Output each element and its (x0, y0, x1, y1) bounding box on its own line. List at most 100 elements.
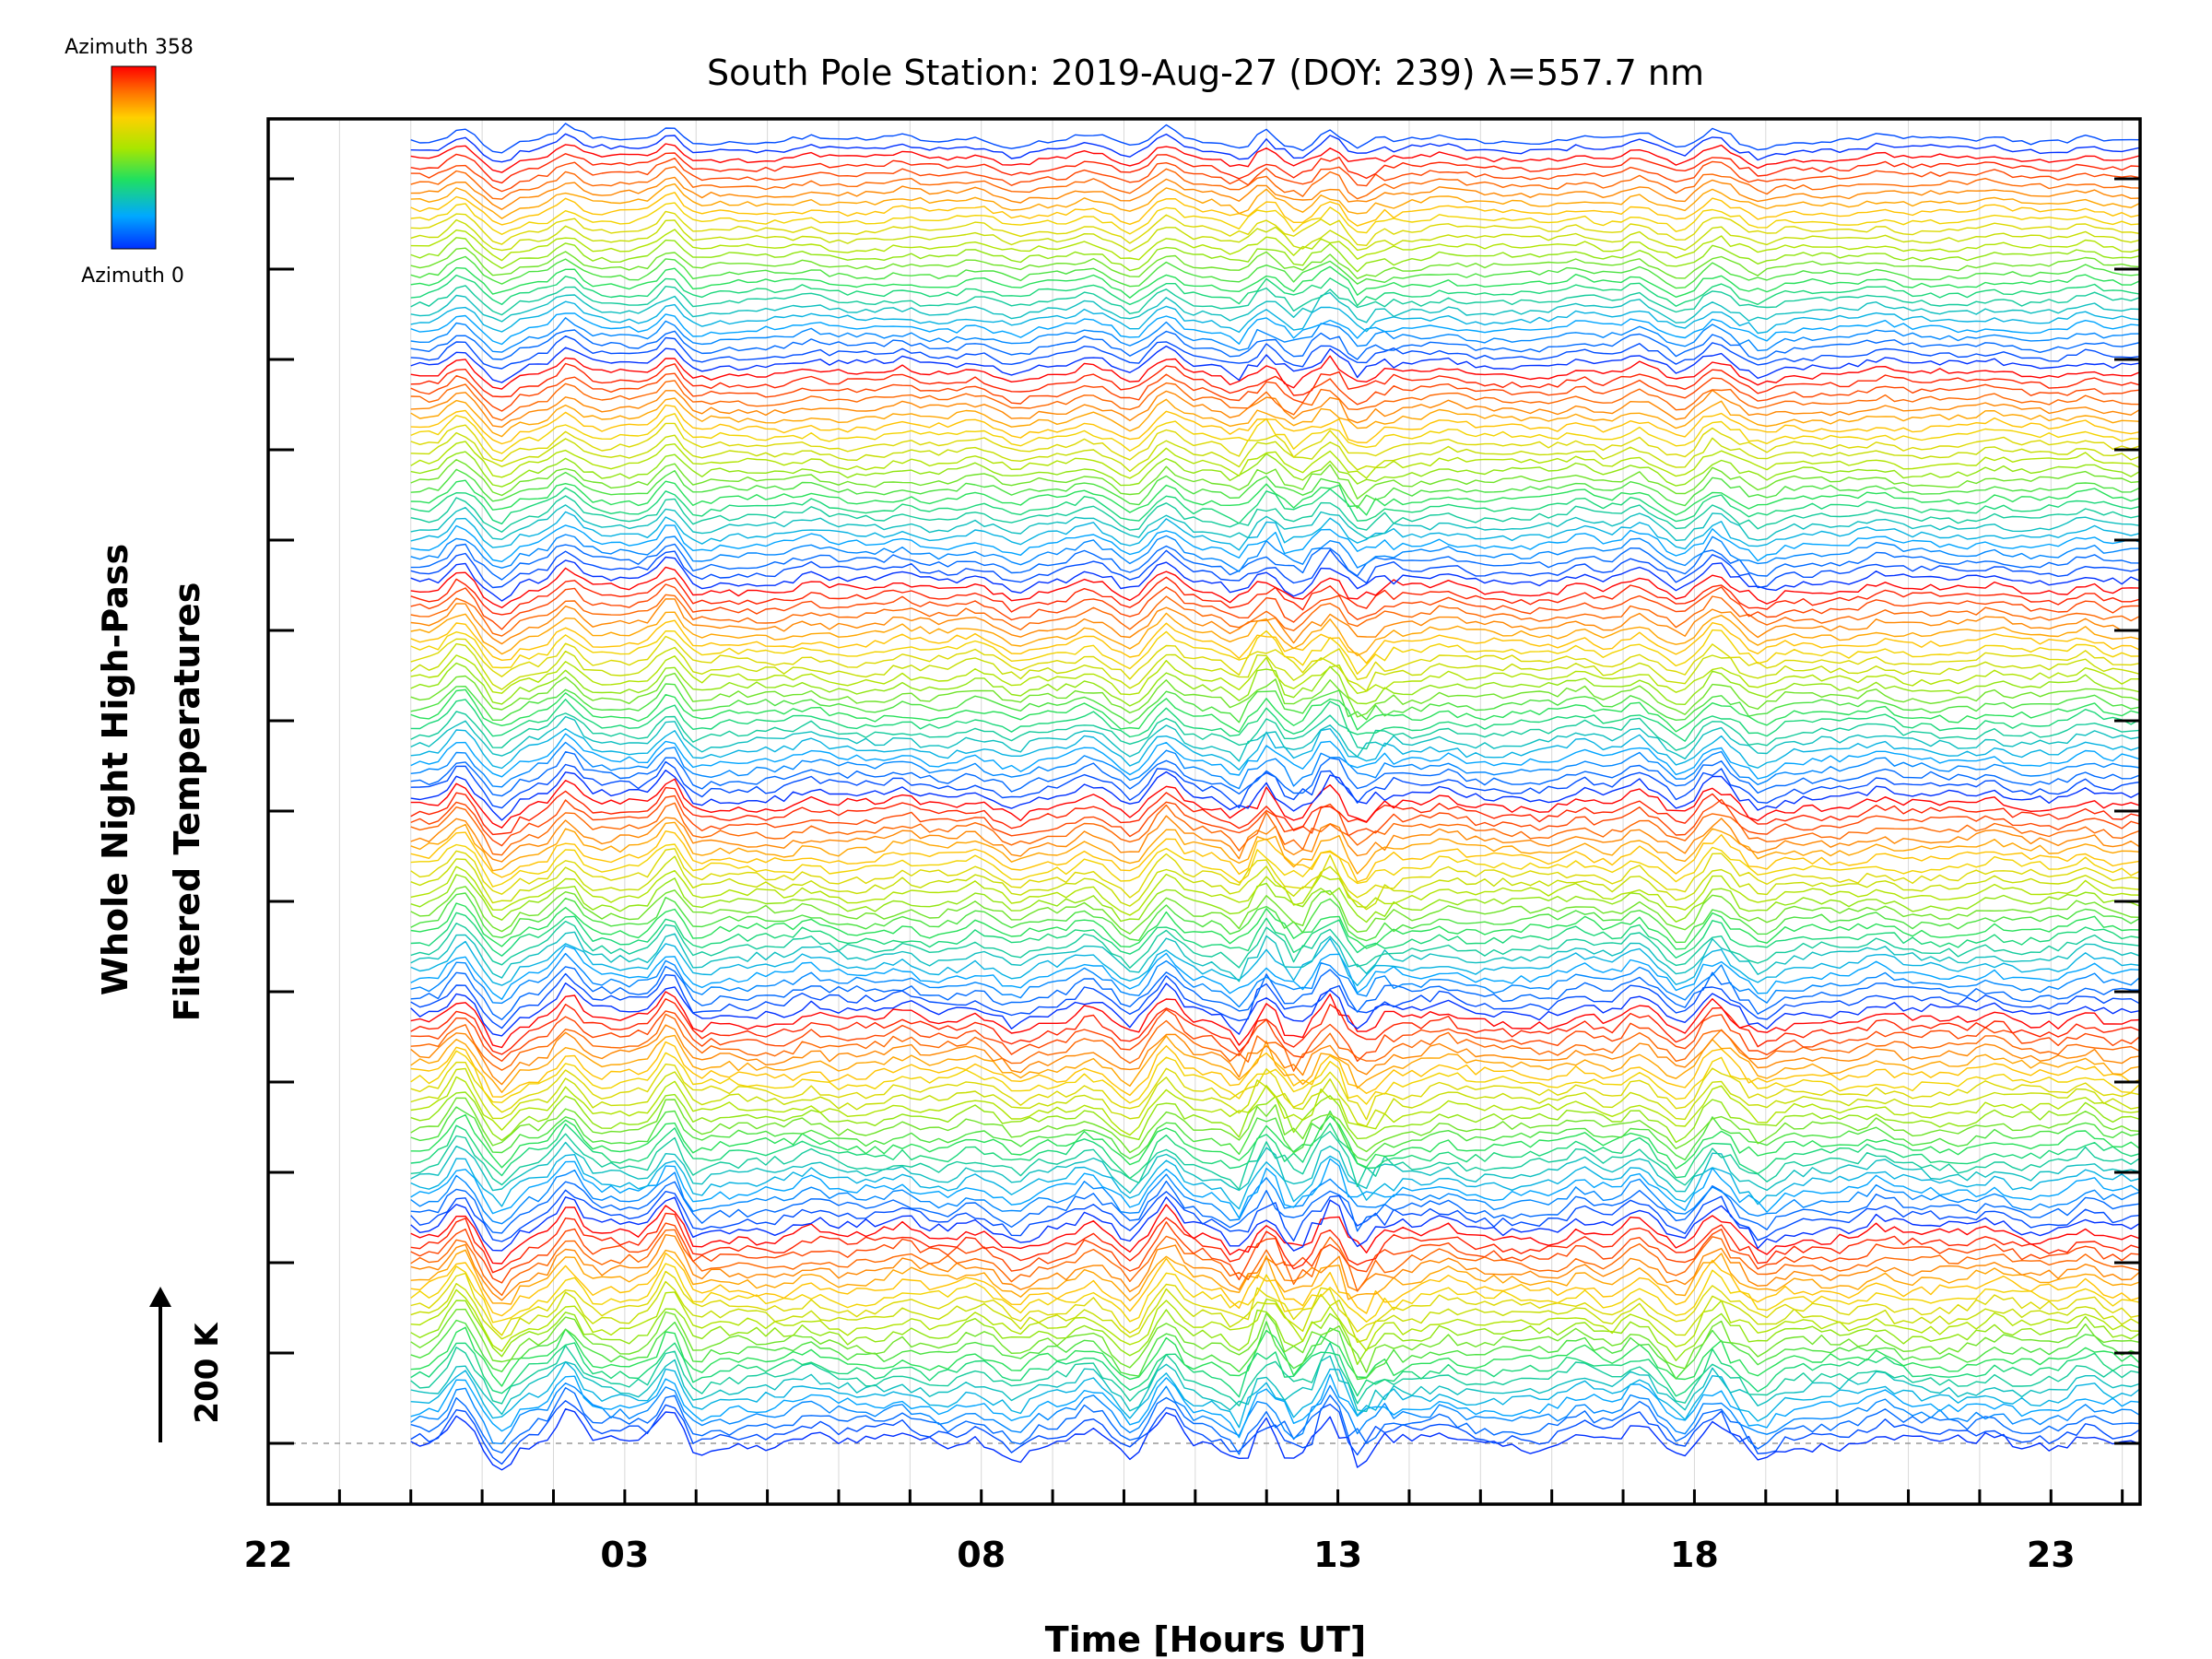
series-line (410, 237, 2140, 273)
series-line (410, 247, 2140, 279)
series-line (410, 210, 2140, 246)
series-line (410, 1189, 2140, 1242)
series-line (410, 733, 2140, 780)
series-line (410, 1326, 2140, 1387)
series-line (410, 372, 2140, 412)
series-line (410, 157, 2140, 193)
series-line (410, 566, 2140, 608)
series-line (410, 1229, 2140, 1297)
series-line (410, 397, 2140, 438)
y-axis-label-line1: Whole Night High-Pass (95, 544, 135, 995)
series-line (410, 312, 2140, 346)
series-line (410, 1382, 2140, 1445)
series-line (410, 991, 2140, 1049)
series-line (410, 1288, 2140, 1352)
series-line (410, 855, 2140, 911)
series-line (410, 1319, 2140, 1381)
series-line (410, 1212, 2140, 1274)
series-line (410, 1158, 2140, 1219)
series-line (410, 821, 2140, 875)
series-line (410, 1400, 2140, 1465)
series-line (410, 751, 2140, 797)
legend-top-label: Azimuth 358 (65, 36, 194, 59)
series-line (410, 176, 2140, 210)
series-line (410, 1141, 2140, 1194)
series-line (410, 611, 2140, 656)
series-line (410, 133, 2140, 163)
series-line (410, 1204, 2140, 1265)
series-line (410, 1076, 2140, 1136)
series-line (410, 672, 2140, 718)
series-line (410, 998, 2140, 1055)
series-line (410, 274, 2140, 307)
series-line (410, 1373, 2140, 1439)
series-line (410, 1308, 2140, 1373)
series-line (410, 937, 2140, 987)
series-line (410, 192, 2140, 227)
x-tick-label: 18 (1670, 1535, 1719, 1575)
series-line (410, 619, 2140, 665)
series-line (410, 1130, 2140, 1191)
series-line (410, 1300, 2140, 1366)
series-line (410, 874, 2140, 924)
series-line (410, 583, 2140, 630)
x-tick-label: 23 (2027, 1535, 2076, 1575)
series-line (410, 543, 2140, 581)
series-line (410, 1270, 2140, 1336)
x-axis-label: Time [Hours UT] (1045, 1619, 1367, 1659)
series-line (410, 1249, 2140, 1305)
series-line (410, 265, 2140, 299)
series-line (410, 479, 2140, 516)
series-line (410, 683, 2140, 724)
series-line (410, 380, 2140, 421)
series-line (410, 355, 2140, 390)
series-line (410, 143, 2140, 173)
series-line (410, 972, 2140, 1030)
series-line (410, 629, 2140, 675)
series-line (410, 902, 2140, 950)
series-line (410, 1169, 2140, 1225)
series-line (410, 786, 2140, 836)
series-line (410, 441, 2140, 479)
series-line (410, 1013, 2140, 1072)
series-line (410, 218, 2140, 253)
series-line (410, 728, 2140, 771)
series-line (410, 1024, 2140, 1086)
series-line (410, 1386, 2140, 1455)
series-line (410, 1360, 2140, 1429)
series-line (410, 1106, 2140, 1161)
y-axis-label-line2: Filtered Temperatures (167, 582, 207, 1022)
chart-title: South Pole Station: 2019-Aug-27 (DOY: 23… (707, 53, 1704, 93)
series-line (410, 576, 2140, 616)
series-line (410, 843, 2140, 888)
series-line (410, 892, 2140, 944)
series-line (410, 1263, 2140, 1324)
series-line (410, 511, 2140, 551)
series-line (410, 662, 2140, 707)
series-line (410, 1113, 2140, 1170)
series-line (410, 229, 2140, 262)
series-line (410, 920, 2140, 969)
series-line (410, 770, 2140, 821)
scale-bar: 200 K (149, 1287, 226, 1442)
x-tick-labels: 22 03 08 13 18 23 (244, 1535, 2076, 1575)
series-line (410, 912, 2140, 959)
series-line (410, 1123, 2140, 1180)
series-line (410, 255, 2140, 289)
x-tick-label: 08 (957, 1535, 1006, 1575)
series-line (410, 335, 2140, 370)
series-line (410, 1355, 2140, 1416)
series-line (410, 548, 2140, 589)
series-line (410, 329, 2140, 360)
series-line (410, 1041, 2140, 1098)
series-line (410, 152, 2140, 184)
legend-bottom-label: Azimuth 0 (81, 265, 184, 288)
series-line (410, 1280, 2140, 1344)
x-tick-label: 22 (244, 1535, 293, 1575)
plot-frame (266, 117, 2142, 1506)
azimuth-legend: Azimuth 358 Azimuth 0 (65, 36, 194, 288)
series-line (410, 1097, 2140, 1154)
series-line (410, 711, 2140, 751)
series-line (410, 459, 2140, 500)
series-line (410, 524, 2140, 562)
